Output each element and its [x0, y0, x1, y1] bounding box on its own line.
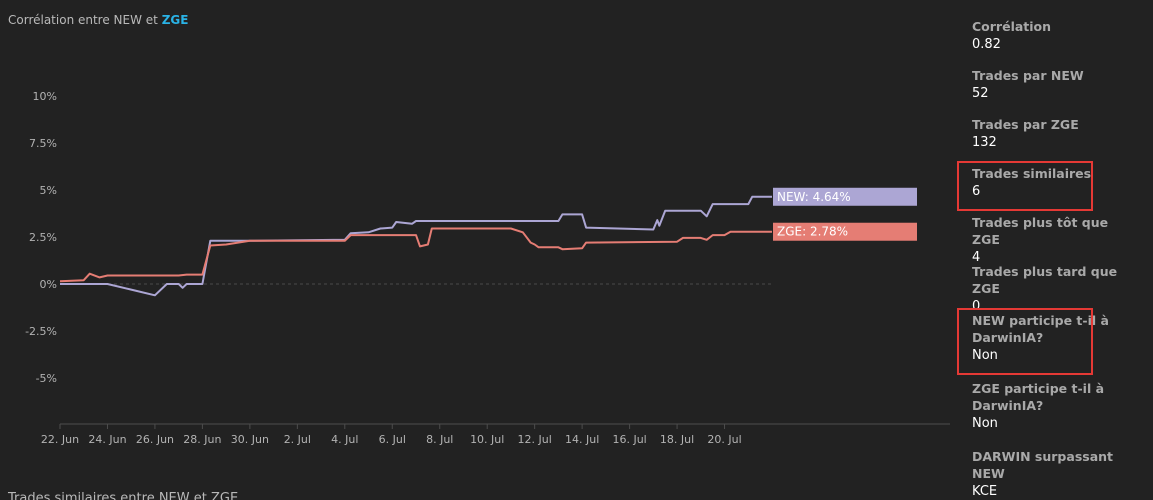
stat-item: DARWIN surpassant NEW KCE: [972, 448, 1137, 500]
chart-title-highlight[interactable]: ZGE: [161, 13, 189, 27]
x-tick-label: 20. Jul: [707, 433, 741, 446]
y-tick-label: 5%: [40, 184, 57, 197]
end-label-new: NEW: 4.64%: [777, 190, 851, 204]
x-tick-label: 22. Jun: [41, 433, 79, 446]
y-axis: 10% 7.5% 5% 2.5% 0% -2.5% -5%: [25, 90, 772, 385]
series-layer: [59, 195, 772, 297]
x-tick-label: 4. Jul: [331, 433, 358, 446]
highlight-box: [957, 308, 1093, 375]
stat-value: 132: [972, 135, 997, 150]
stat-value: KCE: [972, 484, 998, 499]
x-tick-label: 2. Jul: [284, 433, 311, 446]
end-label-box-zge: [773, 222, 917, 241]
stat-item: Trades plus tôt que ZGE 4: [972, 214, 1137, 267]
stat-value: 4: [972, 250, 981, 265]
x-tick-label: 6. Jul: [379, 433, 406, 446]
stat-label: Corrélation: [972, 19, 1052, 34]
stat-value: Non: [972, 416, 998, 431]
x-tick-label: 24. Jun: [88, 433, 126, 446]
stat-item: Trades par ZGE 132: [972, 116, 1137, 152]
y-tick-label: 10%: [33, 90, 57, 103]
end-label-box-new: [773, 187, 917, 206]
end-label-zge: ZGE: 2.78%: [777, 225, 848, 239]
x-tick-label: 16. Jul: [612, 433, 646, 446]
stat-value: 0: [972, 299, 981, 314]
x-tick-label: 10. Jul: [470, 433, 504, 446]
stat-item: ZGE participe t-il à DarwinIA? Non: [972, 380, 1137, 433]
stat-value: Non: [972, 348, 998, 363]
stat-label: Trades par NEW: [972, 68, 1084, 83]
highlight-box: [957, 161, 1093, 211]
x-tick-label: 30. Jun: [231, 433, 269, 446]
x-tick-label: 26. Jun: [136, 433, 174, 446]
series-line-new: [60, 195, 772, 297]
stat-label: Trades plus tôt que ZGE: [972, 215, 1109, 247]
similar-trades-section-title: Trades similaires entre NEW et ZGE: [8, 491, 239, 500]
stat-value: 0.82: [972, 37, 1001, 52]
stat-item: Trades plus tard que ZGE 0: [972, 263, 1137, 316]
x-tick-label: 18. Jul: [660, 433, 694, 446]
stat-label: ZGE participe t-il à DarwinIA?: [972, 381, 1105, 413]
stat-label: NEW participe t-il à DarwinIA?: [972, 313, 1109, 345]
chart-title-prefix: Corrélation entre NEW et: [8, 13, 158, 27]
y-tick-label: -5%: [36, 372, 57, 385]
y-tick-label: -2.5%: [25, 325, 57, 338]
stat-item: NEW participe t-il à DarwinIA? Non: [972, 312, 1137, 365]
y-tick-label: 0%: [40, 278, 57, 291]
x-axis: 22. Jun 24. Jun 26. Jun 28. Jun 30. Jun 2. Ju…: [41, 423, 950, 446]
x-tick-label: 14. Jul: [565, 433, 599, 446]
stat-label: Trades similaires: [972, 166, 1092, 181]
y-tick-label: 7.5%: [29, 137, 57, 150]
end-labels: NEW: 4.64% ZGE: 2.78%: [773, 187, 917, 241]
stat-item: Trades similaires 6: [972, 165, 1137, 201]
stat-value: 6: [972, 184, 981, 199]
chart-title: Corrélation entre NEW et ZGE: [8, 13, 188, 27]
x-tick-label: 28. Jun: [183, 433, 221, 446]
y-tick-label: 2.5%: [29, 231, 57, 244]
stat-label: Trades plus tard que ZGE: [972, 264, 1118, 296]
series-line-zge: [59, 227, 772, 283]
x-tick-label: 12. Jul: [518, 433, 552, 446]
stat-label: DARWIN surpassant NEW: [972, 449, 1114, 481]
correlation-chart: 10% 7.5% 5% 2.5% 0% -2.5% -5% 22. Jun 24. Jun 26…: [25, 90, 950, 446]
stat-value: 52: [972, 86, 989, 101]
stat-item: Trades par NEW 52: [972, 67, 1137, 103]
stat-item: Corrélation 0.82: [972, 18, 1137, 54]
x-tick-label: 8. Jul: [426, 433, 453, 446]
stat-label: Trades par ZGE: [972, 117, 1079, 132]
